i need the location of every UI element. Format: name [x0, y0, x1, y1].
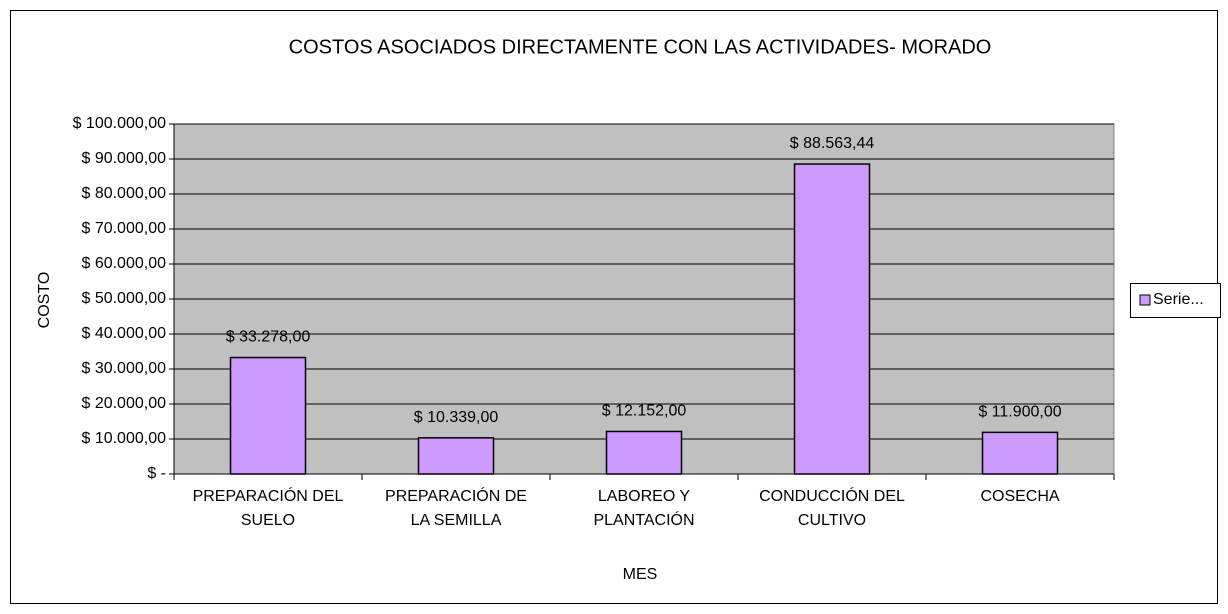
y-tick-label: $ 30.000,00	[81, 360, 166, 377]
data-label: $ 11.900,00	[978, 404, 1061, 421]
bar	[605, 430, 683, 475]
y-tick-label: $ 50.000,00	[81, 290, 166, 307]
y-tick-label: $ 20.000,00	[81, 395, 166, 412]
y-tick-label: $ 10.000,00	[81, 430, 166, 447]
y-tick-label: $ -	[147, 465, 166, 482]
x-axis-title: MES	[623, 566, 658, 583]
x-tick-label: COSECHA	[980, 488, 1059, 505]
x-tick-label-line: LABOREO Y	[598, 488, 691, 505]
bar	[229, 356, 307, 475]
data-label: $ 33.278,00	[226, 329, 311, 346]
data-label: $ 10.339,00	[414, 409, 499, 426]
y-axis-title: COSTO	[36, 272, 53, 329]
x-tick-label-line: PREPARACIÓN DEL	[193, 486, 344, 505]
bar	[981, 431, 1059, 475]
y-tick-label: $ 80.000,00	[81, 185, 166, 202]
y-tick-label: $ 100.000,00	[73, 115, 167, 132]
legend-swatch	[1139, 294, 1151, 306]
x-tick-label-line: CONDUCCIÓN DEL	[759, 486, 905, 505]
chart-title: COSTOS ASOCIADOS DIRECTAMENTE CON LAS AC…	[289, 36, 992, 58]
x-tick-label-line: SUELO	[241, 512, 295, 529]
legend: Serie...	[1130, 283, 1221, 318]
bar	[417, 437, 495, 475]
data-label: $ 12.152,00	[602, 403, 687, 420]
x-tick-label: PREPARACIÓN DE LA SEMILLA	[385, 486, 527, 529]
legend-label: Serie...	[1153, 291, 1204, 308]
x-tick-label-line: CULTIVO	[798, 512, 866, 529]
y-tick-label: $ 40.000,00	[81, 325, 166, 342]
x-tick-label-line: PLANTACIÓN	[593, 510, 694, 529]
y-tick-label: $ 60.000,00	[81, 255, 166, 272]
x-tick-label-line: LA SEMILLA	[411, 512, 502, 529]
x-tick-label: LABOREO Y PLANTACIÓN	[593, 488, 694, 529]
x-tick-label: CONDUCCIÓN DEL CULTIVO	[759, 486, 905, 529]
x-tick-label: PREPARACIÓN DEL SUELO	[193, 486, 344, 529]
x-tick-label-line: PREPARACIÓN DE	[385, 486, 527, 505]
y-tick-label: $ 90.000,00	[81, 150, 166, 167]
x-tick-label-line: COSECHA	[980, 488, 1059, 505]
data-label: $ 88.563,44	[790, 135, 875, 152]
y-tick-label: $ 70.000,00	[81, 220, 166, 237]
bar	[793, 163, 871, 475]
